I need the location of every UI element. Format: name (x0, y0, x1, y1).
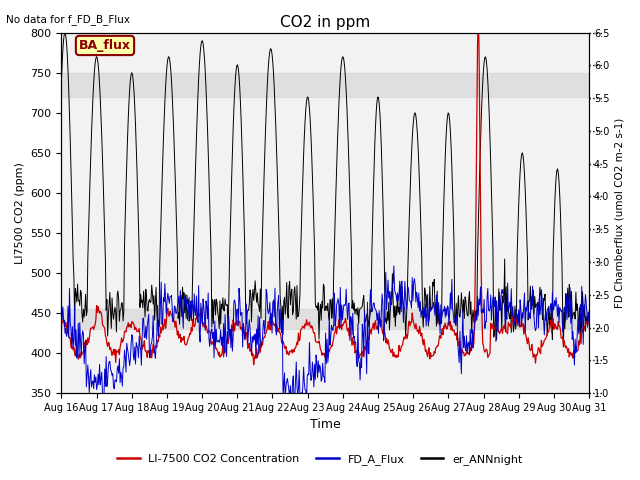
Y-axis label: FD Chamberflux (umol CO2 m-2 s-1): FD Chamberflux (umol CO2 m-2 s-1) (615, 118, 625, 308)
Legend: LI-7500 CO2 Concentration, FD_A_Flux, er_ANNnight: LI-7500 CO2 Concentration, FD_A_Flux, er… (113, 450, 527, 469)
Y-axis label: LI7500 CO2 (ppm): LI7500 CO2 (ppm) (15, 162, 25, 264)
Bar (61, 72, 589, 96)
Bar (61, 309, 589, 329)
X-axis label: Time: Time (310, 419, 340, 432)
Title: CO2 in ppm: CO2 in ppm (280, 15, 371, 30)
Text: BA_flux: BA_flux (79, 39, 131, 52)
Text: No data for f_FD_B_Flux: No data for f_FD_B_Flux (6, 14, 131, 25)
